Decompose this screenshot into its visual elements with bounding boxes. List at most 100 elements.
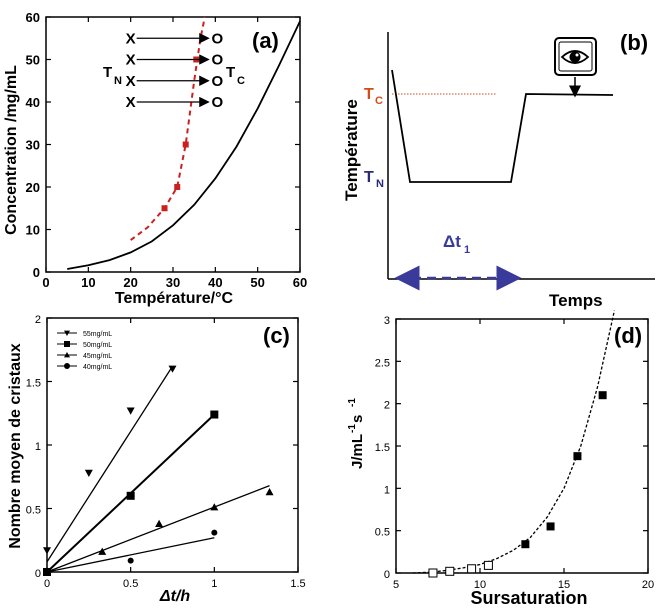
panel-d: (d) Sursaturation J/mL -1 s -1 — [347, 323, 642, 608]
data-point-circle — [211, 529, 218, 536]
svg-text:N: N — [114, 75, 122, 87]
panel-a-y-tick-label: 0 — [33, 265, 40, 280]
panel-a-x-tick-label: 20 — [123, 275, 137, 290]
svg-text:T: T — [364, 86, 374, 103]
nucleation-point — [174, 184, 181, 190]
data-point-square-open — [428, 568, 438, 578]
data-point-triangle-down — [126, 407, 135, 415]
arrow-start-x: X — [126, 73, 136, 90]
panel-a-y-tick-label: 40 — [26, 95, 40, 110]
data-point-square-open — [483, 560, 493, 570]
panel-c: (c) Δt/h Nombre moyen de cristaux — [7, 323, 290, 605]
panel-d-plot-frame — [395, 318, 649, 574]
svg-text:1: 1 — [464, 244, 470, 256]
panel-d-y-tick-label: 3 — [384, 315, 390, 327]
panel-c-y-tick-label: 0.5 — [26, 505, 41, 517]
data-point-triangle-down — [168, 365, 177, 373]
svg-text:N: N — [376, 178, 384, 190]
panel-a-xlabel: Température/°C — [115, 290, 234, 307]
arrow-end-o: O — [211, 73, 223, 90]
svg-text:T: T — [226, 64, 235, 81]
panel-a-label: (a) — [252, 28, 279, 53]
panel-b-ylabel: Température — [342, 99, 361, 201]
legend-marker-square — [64, 341, 70, 347]
svg-text:T: T — [103, 64, 112, 81]
panel-d-x-tick-label: 20 — [642, 579, 654, 591]
svg-text:T: T — [364, 169, 374, 186]
panel-c-y-tick-label: 2 — [35, 314, 41, 326]
panel-d-ylabel: J/mL -1 s -1 — [347, 398, 366, 469]
legend-label: 40mg/mL — [83, 364, 112, 371]
arrow-end-o: O — [211, 94, 223, 111]
data-point-square — [546, 522, 555, 531]
data-point-triangle-up — [210, 503, 219, 511]
arrow-end-o: O — [211, 30, 223, 47]
nucleation-point — [161, 205, 168, 212]
panel-c-x-tick-label: 0 — [44, 578, 50, 590]
panel-c-y-tick-label: 1 — [35, 441, 41, 453]
panel-a-x-tick-label: 10 — [81, 275, 95, 290]
panel-c-xlabel: Δt/h — [159, 588, 191, 605]
tn-label-a: T N — [103, 64, 122, 87]
panel-d-x-tick-label: 10 — [474, 579, 486, 591]
fit-line-circle — [46, 537, 215, 573]
data-point-triangle-down — [43, 547, 51, 555]
data-point-square-open — [445, 566, 455, 576]
panel-a-y-tick-label: 60 — [26, 10, 40, 25]
svg-text:C: C — [237, 75, 245, 87]
panel-a-y-tick-label: 10 — [26, 223, 40, 238]
panel-c-x-tick-label: 0.5 — [123, 578, 138, 590]
fit-line-triangle-up — [46, 485, 270, 573]
panel-a-y-tick-label: 30 — [26, 138, 40, 153]
arrow-end-o: O — [211, 52, 223, 69]
data-point-circle — [127, 557, 134, 564]
panel-a: (a) Température/°C Concentration /mg/mL … — [3, 28, 279, 307]
fit-line-triangle-down — [46, 365, 174, 563]
svg-text:-1: -1 — [347, 398, 358, 407]
svg-text:Δt: Δt — [443, 232, 461, 251]
fit-curve — [412, 310, 616, 574]
panel-a-y-tick-label: 50 — [26, 53, 40, 68]
panel-b: (b) Temps Température T C T N Δt 1 — [342, 30, 655, 310]
legend-marker-circle — [64, 363, 70, 369]
panel-d-xlabel: Sursaturation — [470, 588, 587, 608]
temperature-profile — [391, 69, 614, 183]
legend-label: 50mg/mL — [83, 342, 112, 349]
panel-c-ylabel: Nombre moyen de cristaux — [7, 343, 24, 549]
panel-a-x-tick-label: 30 — [166, 275, 180, 290]
data-point-square — [573, 452, 582, 461]
panel-b-xlabel: Temps — [549, 291, 603, 310]
legend-label: 45mg/mL — [83, 353, 112, 360]
tn-label-b: T N — [364, 169, 384, 190]
data-point-triangle-up — [265, 487, 274, 496]
panel-d-y-tick-label: 1 — [384, 484, 390, 496]
panel-a-plot-frame — [45, 16, 301, 273]
panel-a-y-tick-label: 20 — [26, 180, 40, 195]
panel-b-label: (b) — [620, 30, 648, 55]
panel-c-y-tick-label: 0 — [35, 568, 41, 580]
panel-d-y-tick-label: 2 — [384, 400, 390, 412]
panel-d-y-tick-label: 0.5 — [375, 527, 390, 539]
panel-a-ylabel: Concentration /mg/mL — [3, 65, 20, 235]
data-point-square — [598, 391, 607, 400]
data-point-square — [126, 491, 135, 500]
dt-label: Δt 1 — [443, 232, 470, 256]
arrow-start-x: X — [126, 52, 136, 69]
data-point-circle — [44, 569, 50, 575]
panel-a-x-tick-label: 0 — [42, 275, 49, 290]
data-point-square — [521, 540, 530, 549]
eye-icon — [554, 37, 597, 76]
svg-text:J/mL: J/mL — [349, 434, 366, 469]
panel-c-x-tick-label: 1.5 — [290, 578, 305, 590]
data-point-triangle-up — [155, 519, 164, 527]
nucleation-point — [182, 141, 189, 148]
panel-d-y-tick-label: 0 — [384, 569, 390, 581]
panel-a-x-tick-label: 60 — [293, 275, 307, 290]
panel-d-y-tick-label: 1.5 — [375, 442, 390, 454]
panel-c-y-tick-label: 1.5 — [26, 378, 41, 390]
nucleation-curve — [130, 16, 206, 241]
tc-label-a: T C — [226, 64, 245, 87]
panel-d-label: (d) — [614, 323, 642, 348]
